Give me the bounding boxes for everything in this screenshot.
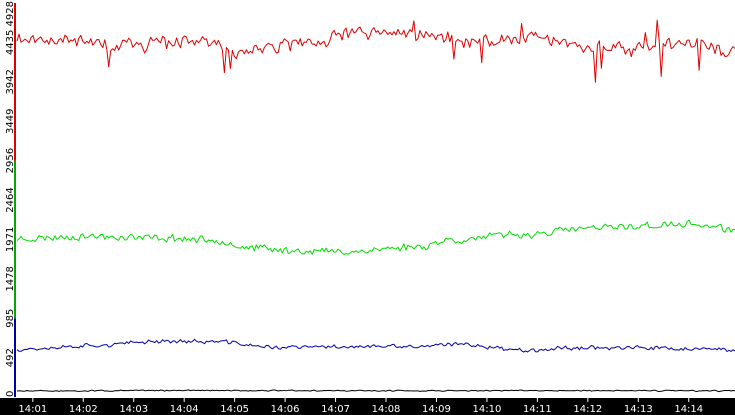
plot-area xyxy=(16,19,735,393)
x-tick-label: 14:09 xyxy=(422,404,451,415)
y-axis-segment xyxy=(14,160,16,319)
x-tick-label: 14:02 xyxy=(69,404,98,415)
x-tick-label: 14:03 xyxy=(119,404,148,415)
y-tick-label: 985 xyxy=(5,309,16,328)
x-tick-label: 14:12 xyxy=(573,404,602,415)
y-tick-label: 2956 xyxy=(5,148,16,173)
y-tick-label: 4435 xyxy=(5,30,16,55)
x-tick-label: 14:14 xyxy=(674,404,703,415)
y-tick-label: 1971 xyxy=(5,227,16,252)
series-line xyxy=(16,389,735,393)
x-tick-label: 14:13 xyxy=(624,404,653,415)
y-axis-segment xyxy=(14,318,16,397)
series-line xyxy=(16,338,735,353)
y-tick-label: 1478 xyxy=(5,266,16,291)
y-tick-label: 0 xyxy=(5,391,16,397)
x-tick-label: 14:05 xyxy=(220,404,249,415)
y-axis: 0 492 985 1478 1971 2464 2956 3449 3942 4435 4928 xyxy=(5,1,16,397)
y-tick-label: 3942 xyxy=(5,69,16,94)
x-tick-label: 14:07 xyxy=(321,404,350,415)
x-tick-label: 14:01 xyxy=(18,404,47,415)
series-line xyxy=(16,219,735,255)
x-tick-label: 14:04 xyxy=(170,404,199,415)
x-tick-label: 14:11 xyxy=(523,404,552,415)
x-axis-bar xyxy=(0,398,735,415)
y-tick-label: 2464 xyxy=(5,187,16,212)
x-axis: 14:01 14:02 14:03 14:04 14:05 14:06 14:07 14:08… xyxy=(0,398,735,415)
y-axis-segment xyxy=(14,3,16,161)
x-tick-label: 14:06 xyxy=(271,404,300,415)
x-tick-label: 14:10 xyxy=(473,404,502,415)
series-line xyxy=(16,19,735,83)
y-tick-label: 4928 xyxy=(5,1,16,26)
x-tick-label: 14:08 xyxy=(372,404,401,415)
y-tick-label: 492 xyxy=(5,348,16,367)
y-tick-label: 3449 xyxy=(5,109,16,134)
